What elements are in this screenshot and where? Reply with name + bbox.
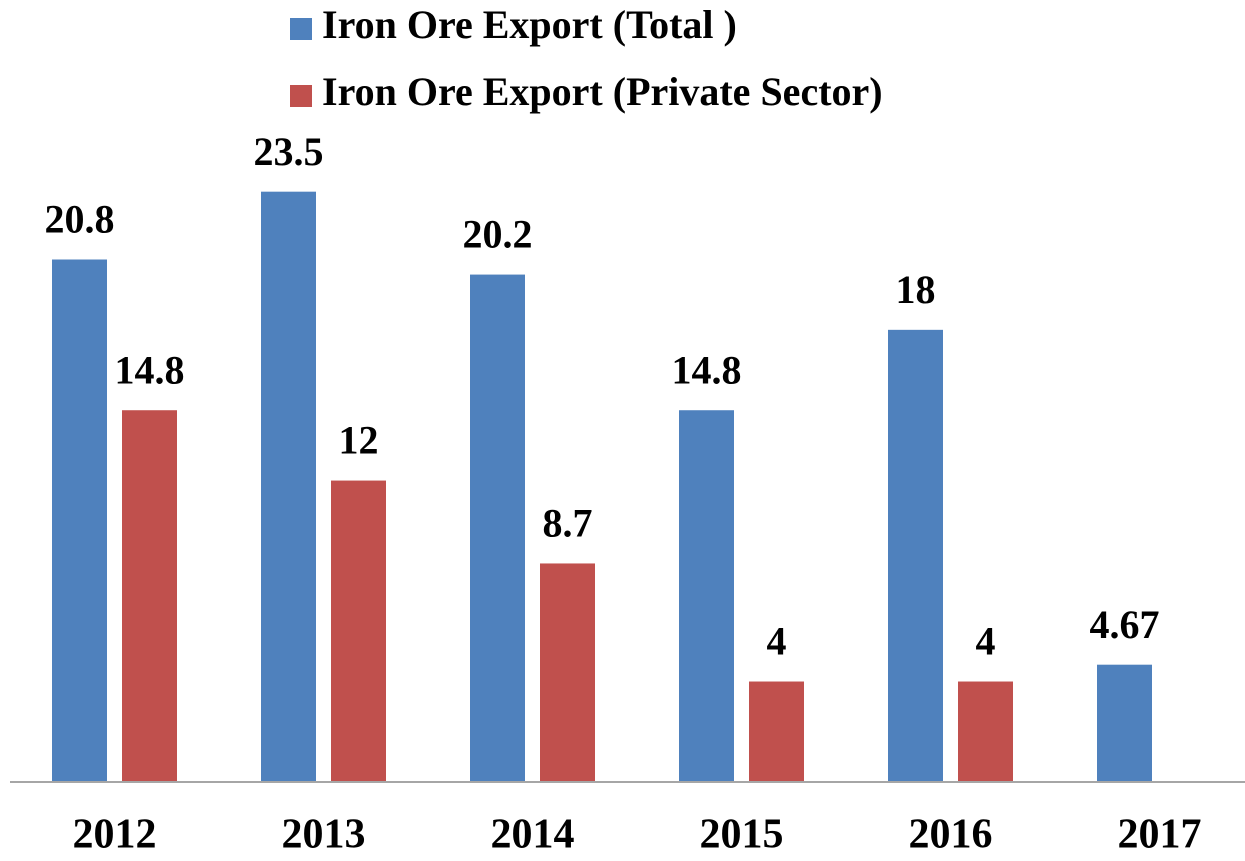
value-label: 18 — [896, 267, 936, 312]
bar — [1097, 664, 1152, 782]
x-tick-label: 2017 — [1118, 812, 1202, 858]
x-tick-label: 2014 — [491, 812, 575, 858]
value-label: 4 — [976, 619, 996, 664]
x-tick-label: 2012 — [73, 812, 157, 858]
value-label: 23.5 — [254, 129, 324, 174]
bar — [52, 259, 107, 782]
legend-swatch — [290, 85, 312, 107]
value-label: 4 — [767, 619, 787, 664]
value-label: 4.67 — [1090, 602, 1160, 647]
value-label: 8.7 — [543, 501, 593, 546]
value-label: 20.2 — [463, 212, 533, 257]
legend-label: Iron Ore Export (Total ) — [322, 2, 737, 47]
value-label: 20.8 — [45, 197, 115, 242]
legend-swatch — [290, 18, 312, 40]
bar — [261, 191, 316, 782]
bar — [470, 274, 525, 782]
bar — [888, 329, 943, 782]
bar — [122, 410, 177, 782]
value-label: 14.8 — [115, 347, 185, 392]
legend-label: Iron Ore Export (Private Sector) — [322, 69, 883, 114]
bar — [958, 681, 1013, 782]
value-label: 12 — [339, 418, 379, 463]
value-label: 14.8 — [672, 347, 742, 392]
bar — [679, 410, 734, 782]
x-tick-label: 2015 — [700, 812, 784, 858]
x-tick-label: 2016 — [909, 812, 993, 858]
bar — [749, 681, 804, 782]
x-tick-label: 2013 — [282, 812, 366, 858]
bar — [540, 563, 595, 782]
bar — [331, 480, 386, 782]
